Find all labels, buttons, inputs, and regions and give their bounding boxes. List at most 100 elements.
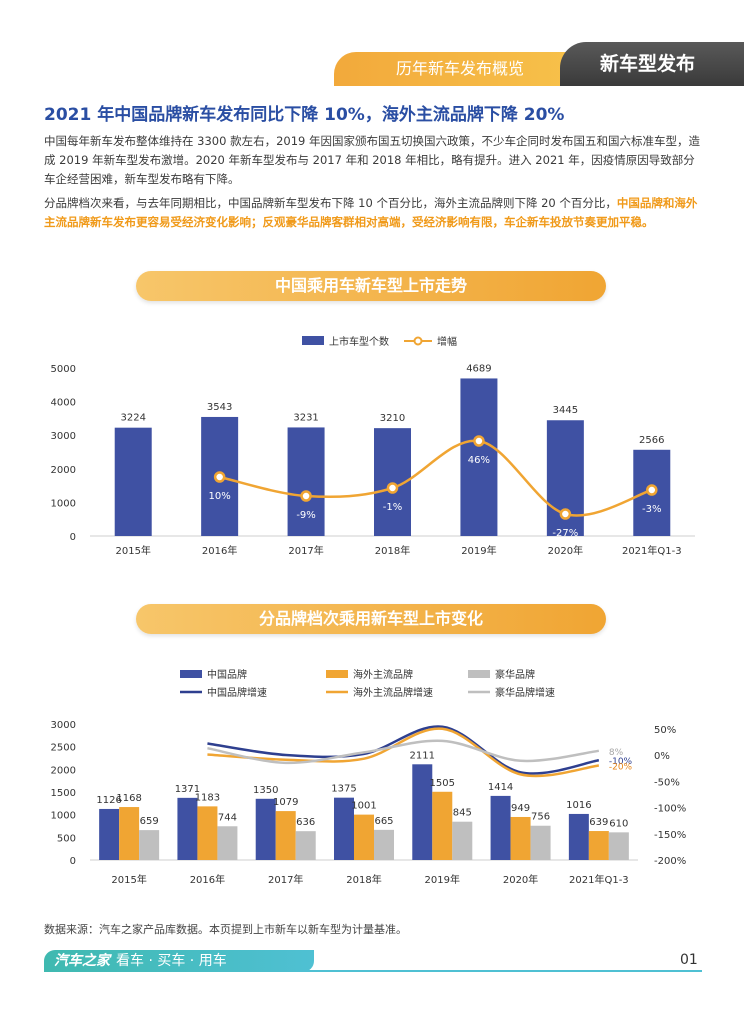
y-tick-label: 0 bbox=[70, 532, 76, 543]
x-tick-label: 2015年 bbox=[111, 873, 146, 886]
page-number: 01 bbox=[680, 952, 698, 968]
growth-end-label-2: 8% bbox=[609, 748, 624, 758]
chart-brand-tier-changes: 中国品牌 海外主流品牌 豪华品牌 中国品牌增速 海外主流品牌增速 豪华品牌增速 0 500 10… bbox=[40, 660, 700, 892]
growth-marker bbox=[213, 471, 226, 483]
bar-value-label: 1168 bbox=[116, 793, 141, 804]
bar-value-label: 665 bbox=[374, 816, 393, 827]
bar-1 bbox=[510, 816, 531, 860]
bar-1 bbox=[432, 791, 453, 860]
growth-value-label: -3% bbox=[642, 504, 661, 515]
legend-swatch-bars bbox=[302, 336, 324, 345]
section-tab: 历年新车发布概览 bbox=[334, 52, 574, 86]
category-tab: 新车型发布 bbox=[560, 42, 744, 86]
y-tick-label: 3000 bbox=[51, 720, 76, 731]
x-tick-label: 2015年 bbox=[115, 544, 150, 557]
bar-value-label: 1016 bbox=[566, 800, 591, 811]
bar-value-label: 756 bbox=[531, 812, 550, 823]
x-tick-label: 2020年 bbox=[503, 873, 538, 886]
bar bbox=[114, 427, 152, 536]
footer-brand-bar: 汽车之家 看车 · 买车 · 用车 bbox=[44, 950, 314, 972]
bar-2 bbox=[295, 831, 316, 860]
bar-2 bbox=[530, 825, 551, 860]
legend-label-line-1: 海外主流品牌增速 bbox=[353, 686, 433, 699]
x-tick-label: 2017年 bbox=[288, 544, 323, 557]
x-tick-label: 2021年Q1-3 bbox=[569, 873, 629, 886]
growth-line-2 bbox=[207, 739, 600, 765]
paragraph-2: 分品牌档次来看，与去年同期相比，中国品牌新车型发布下降 10 个百分比，海外主流… bbox=[44, 194, 704, 232]
growth-marker bbox=[300, 490, 312, 502]
y-tick-label: 1000 bbox=[51, 498, 76, 509]
bar-value-label: 1375 bbox=[331, 784, 356, 795]
chart2-banner: 分品牌档次乘用新车型上市变化 bbox=[136, 604, 606, 634]
bar-0 bbox=[568, 813, 589, 860]
bar bbox=[460, 378, 498, 536]
legend-label-growth: 增幅 bbox=[437, 335, 457, 348]
legend-swatch-1 bbox=[326, 670, 348, 678]
bar-2 bbox=[608, 832, 629, 860]
y-tick-label: 2000 bbox=[51, 765, 76, 776]
legend-label-line-0: 中国品牌增速 bbox=[207, 686, 267, 699]
chart-new-models-trend: 上市车型个数 增幅 0 1000 2000 3000 4000 5000 3224 2015年 35… bbox=[40, 325, 700, 565]
bar-0 bbox=[177, 797, 198, 860]
bar-2 bbox=[374, 829, 394, 860]
x-tick-label: 2018年 bbox=[346, 873, 381, 886]
y-tick-label: 3000 bbox=[51, 431, 76, 442]
y-tick-label: 2500 bbox=[51, 743, 76, 754]
bar-value-label: 3543 bbox=[207, 402, 232, 413]
y-tick-label: 1500 bbox=[51, 788, 76, 799]
bar-value-label: 3445 bbox=[553, 405, 578, 416]
brand-logo-text: 汽车之家 bbox=[54, 953, 110, 969]
legend-label-bar-0: 中国品牌 bbox=[207, 668, 247, 681]
x-tick-label: 2016年 bbox=[190, 873, 225, 886]
bar-1 bbox=[588, 831, 609, 860]
bar-value-label: 1505 bbox=[430, 778, 455, 789]
y2-tick-label: -150% bbox=[654, 830, 686, 841]
growth-line-0 bbox=[207, 725, 600, 775]
bar-value-label: 1126 bbox=[96, 795, 121, 806]
bar-1 bbox=[119, 807, 140, 860]
paragraph-1: 中国每年新车发布整体维持在 3300 款左右，2019 年因国家颁布国五切换国六… bbox=[44, 134, 700, 186]
growth-value-label: 10% bbox=[209, 491, 231, 502]
bar-value-label: 845 bbox=[453, 808, 472, 819]
bar-value-label: 3224 bbox=[120, 413, 145, 424]
growth-end-label-0: -10% bbox=[609, 757, 633, 767]
y2-tick-label: 50% bbox=[654, 725, 676, 736]
growth-value-label: -1% bbox=[383, 502, 402, 513]
y-tick-label: 1000 bbox=[51, 811, 76, 822]
bar-value-label: 1371 bbox=[175, 784, 200, 795]
data-source-note: 数据来源：汽车之家产品库数据。本页提到上市新车以新车型为计量基准。 bbox=[44, 923, 407, 936]
bar-value-label: 1001 bbox=[351, 801, 376, 812]
bar-value-label: 1350 bbox=[253, 785, 278, 796]
growth-value-label: -9% bbox=[296, 510, 315, 521]
bar-2 bbox=[217, 826, 238, 860]
y2-tick-label: -50% bbox=[654, 777, 680, 788]
x-tick-label: 2016年 bbox=[202, 544, 237, 557]
growth-marker bbox=[559, 508, 572, 520]
bar-value-label: 1414 bbox=[488, 782, 513, 793]
page-title: 2021 年中国品牌新车发布同比下降 10%，海外主流品牌下降 20% bbox=[44, 105, 565, 125]
bar-value-label: 3231 bbox=[293, 412, 318, 423]
bar-value-label: 744 bbox=[218, 812, 237, 823]
legend-swatch-2 bbox=[468, 670, 490, 678]
legend-label-line-2: 豪华品牌增速 bbox=[495, 686, 555, 699]
bar-value-label: 2111 bbox=[410, 750, 435, 761]
legend-marker-growth bbox=[413, 336, 423, 346]
y2-tick-label: 0% bbox=[654, 751, 670, 762]
y-tick-label: 5000 bbox=[51, 364, 76, 375]
y2-tick-label: -100% bbox=[654, 804, 686, 815]
bar-value-label: 2566 bbox=[639, 435, 664, 446]
legend-label-bars: 上市车型个数 bbox=[329, 335, 389, 348]
bar-value-label: 610 bbox=[609, 818, 628, 829]
x-tick-label: 2019年 bbox=[425, 873, 460, 886]
y2-tick-label: -200% bbox=[654, 856, 686, 867]
bar-2 bbox=[452, 821, 473, 860]
x-tick-label: 2021年Q1-3 bbox=[622, 544, 682, 557]
x-tick-label: 2017年 bbox=[268, 873, 303, 886]
bar-0 bbox=[490, 795, 511, 860]
growth-line bbox=[219, 439, 653, 517]
bar-1 bbox=[197, 806, 218, 860]
bar-1 bbox=[354, 814, 374, 860]
paragraph-2-text: 分品牌档次来看，与去年同期相比，中国品牌新车型发布下降 10 个百分比，海外主流… bbox=[44, 196, 617, 210]
growth-marker bbox=[646, 484, 658, 496]
bar-0 bbox=[255, 798, 276, 860]
